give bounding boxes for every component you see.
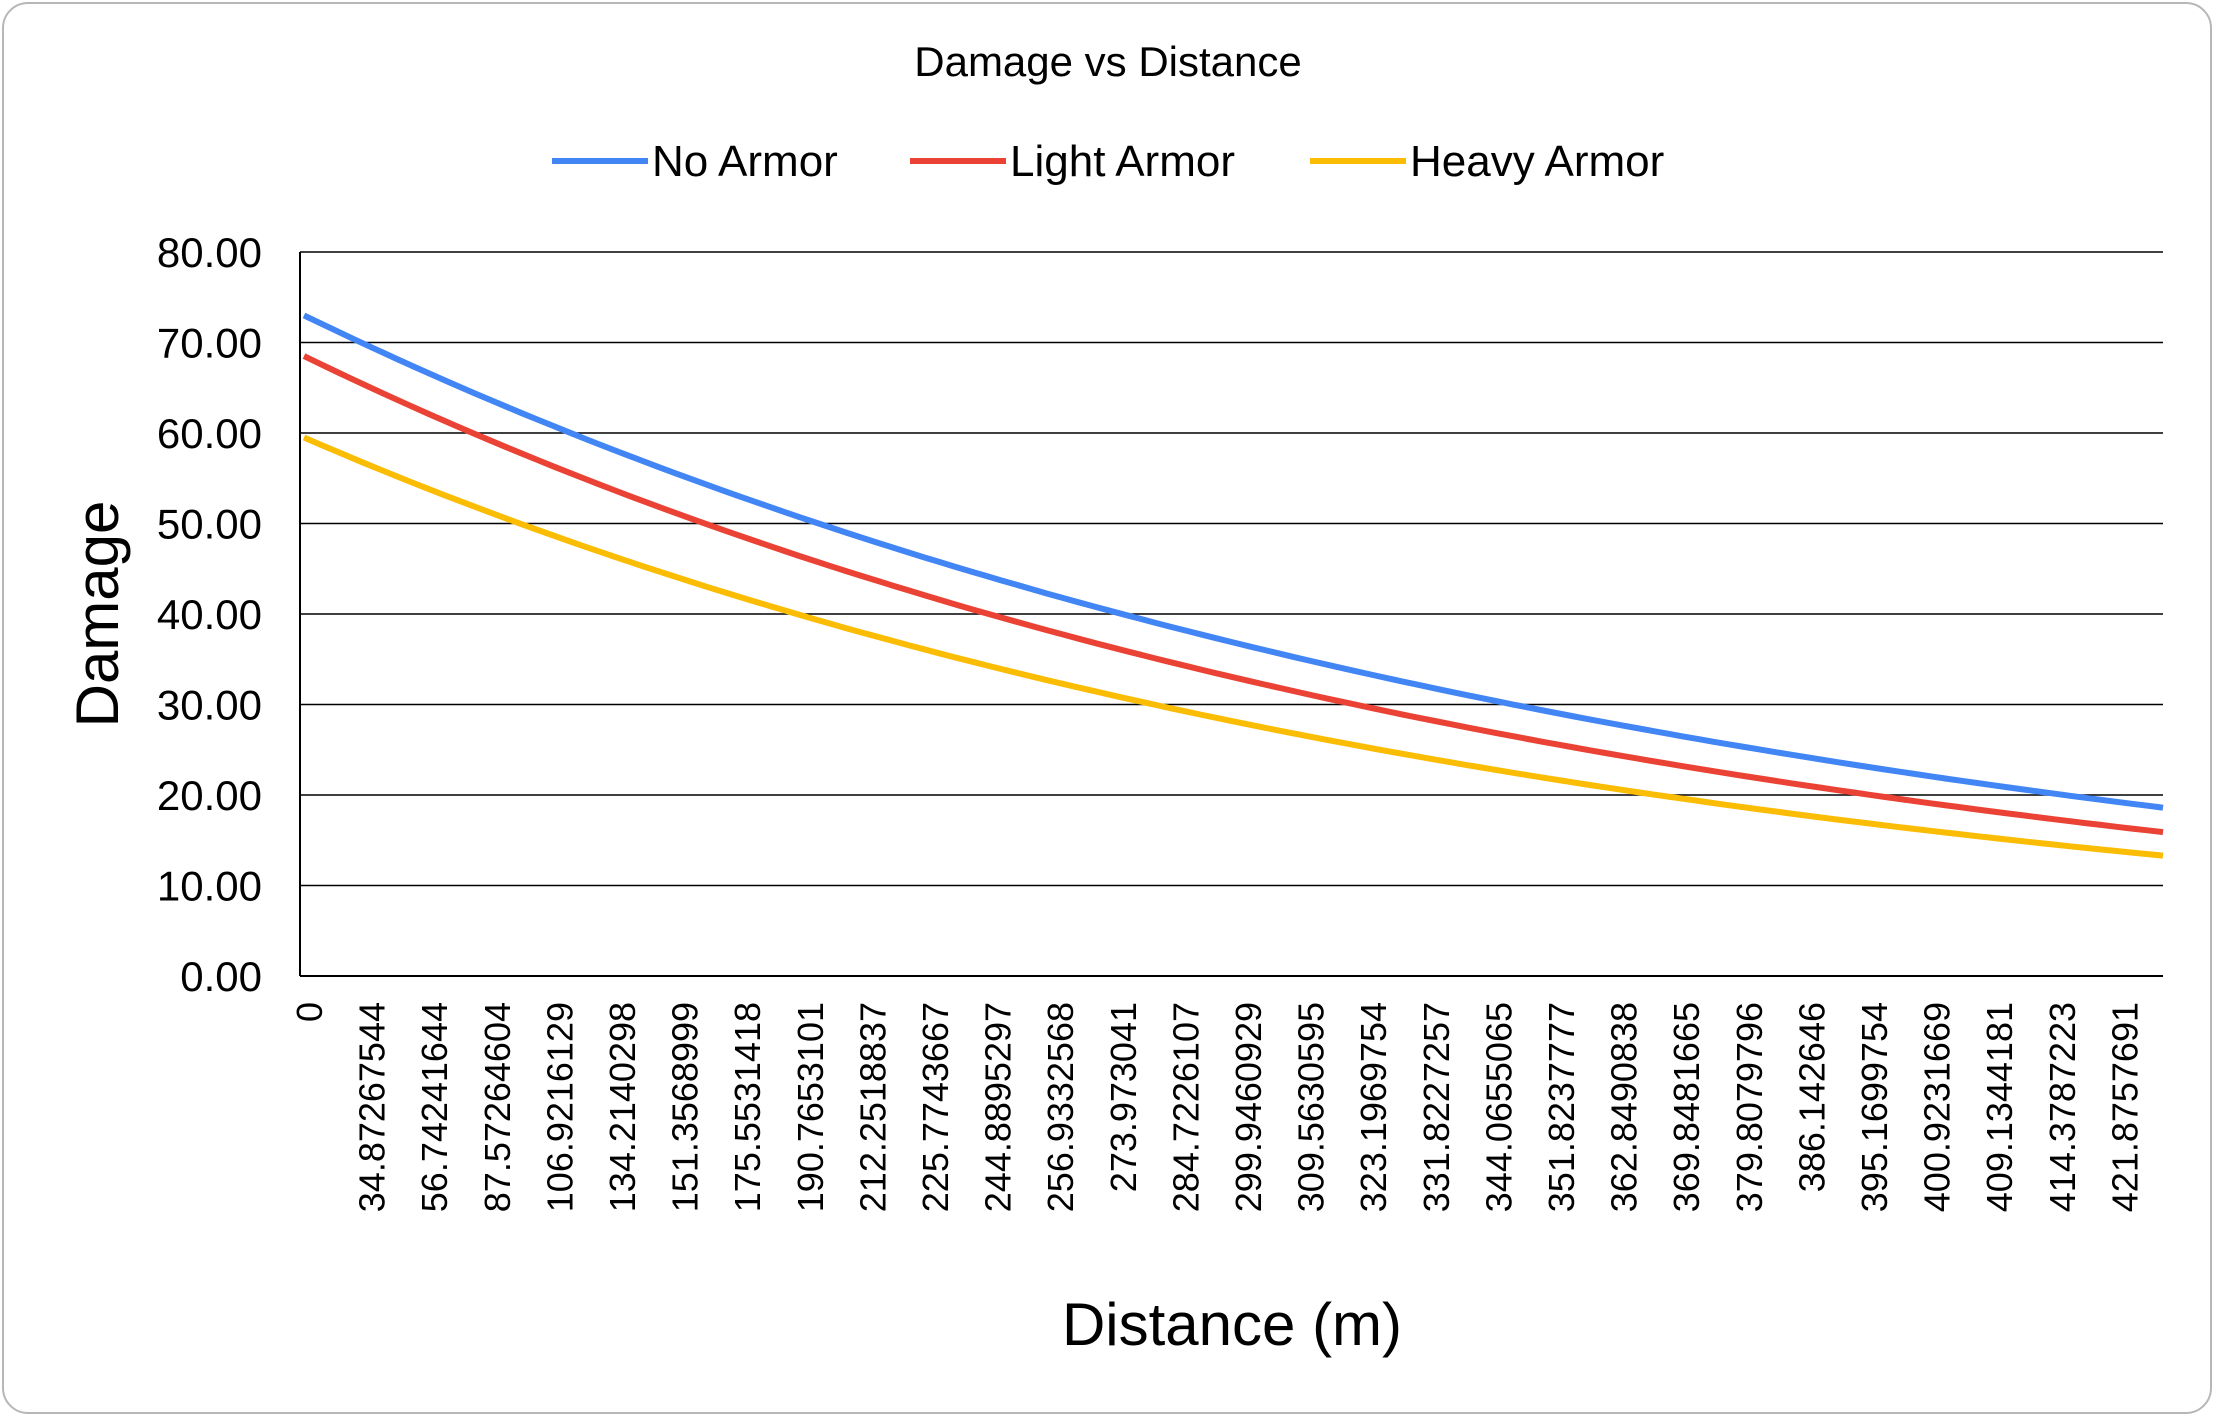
- x-tick-label: 87.57264604: [477, 1002, 518, 1212]
- x-axis-ticks: 0 34.87267544 56.74241644 87.57264604 106.92…: [289, 1002, 2145, 1212]
- x-tick-label: 309.5630595: [1291, 1002, 1332, 1212]
- x-axis-label: Distance (m): [1062, 1291, 1402, 1358]
- y-tick-label: 20.00: [157, 772, 262, 819]
- y-tick-label: 10.00: [157, 863, 262, 910]
- y-tick-label: 30.00: [157, 682, 262, 729]
- x-tick-label: 344.0655065: [1478, 1002, 1519, 1212]
- x-tick-label: 151.3568999: [665, 1002, 706, 1212]
- x-tick-label: 225.7743667: [915, 1002, 956, 1212]
- x-tick-label: 323.1969754: [1353, 1002, 1394, 1212]
- x-tick-label: 0: [289, 1002, 330, 1022]
- series-line-no-armor: [302, 312, 2164, 811]
- series-line-heavy-armor: [302, 434, 2164, 859]
- y-tick-label: 70.00: [157, 320, 262, 367]
- x-tick-label: 134.2140298: [602, 1002, 643, 1212]
- y-tick-label: 0.00: [180, 953, 262, 1000]
- gridlines: [299, 251, 2163, 977]
- x-tick-label: 351.8237777: [1541, 1002, 1582, 1212]
- x-tick-label: 409.1344181: [1979, 1002, 2020, 1212]
- x-tick-label: 386.142646: [1791, 1002, 1832, 1192]
- x-tick-label: 421.8757691: [2104, 1002, 2145, 1212]
- legend-label: Heavy Armor: [1410, 137, 1664, 186]
- x-tick-label: 273.973041: [1103, 1002, 1144, 1192]
- series-line-light-armor: [302, 353, 2164, 836]
- legend: No Armor Light Armor Heavy Armor: [552, 137, 1664, 186]
- x-tick-label: 212.2518837: [852, 1002, 893, 1212]
- y-tick-label: 60.00: [157, 410, 262, 457]
- x-tick-label: 299.9460929: [1228, 1002, 1269, 1212]
- x-tick-label: 256.9332568: [1040, 1002, 1081, 1212]
- y-axis-ticks: 0.00 10.00 20.00 30.00 40.00 50.00 60.00 70.00 8…: [157, 229, 262, 1000]
- x-tick-label: 395.1699754: [1854, 1002, 1895, 1212]
- legend-label: Light Armor: [1010, 137, 1235, 186]
- x-tick-label: 379.8079796: [1729, 1002, 1770, 1212]
- series-lines: [302, 312, 2164, 859]
- x-tick-label: 244.8895297: [978, 1002, 1019, 1212]
- x-tick-label: 284.7226107: [1165, 1002, 1206, 1212]
- x-tick-label: 369.8481665: [1666, 1002, 1707, 1212]
- x-tick-label: 106.9216129: [539, 1002, 580, 1212]
- x-tick-label: 362.8490838: [1604, 1002, 1645, 1212]
- y-axis-label: Damage: [64, 501, 131, 728]
- x-tick-label: 56.74241644: [414, 1002, 455, 1212]
- x-tick-label: 331.8227257: [1416, 1002, 1457, 1212]
- y-tick-label: 40.00: [157, 591, 262, 638]
- x-tick-label: 175.5531418: [727, 1002, 768, 1212]
- x-tick-label: 190.7653101: [790, 1002, 831, 1212]
- y-tick-label: 80.00: [157, 229, 262, 276]
- x-tick-label: 400.9231669: [1917, 1002, 1958, 1212]
- y-tick-label: 50.00: [157, 501, 262, 548]
- legend-label: No Armor: [652, 137, 838, 186]
- x-tick-label: 414.3787223: [2042, 1002, 2083, 1212]
- x-tick-label: 34.87267544: [352, 1002, 393, 1212]
- chart-title: Damage vs Distance: [914, 38, 1302, 85]
